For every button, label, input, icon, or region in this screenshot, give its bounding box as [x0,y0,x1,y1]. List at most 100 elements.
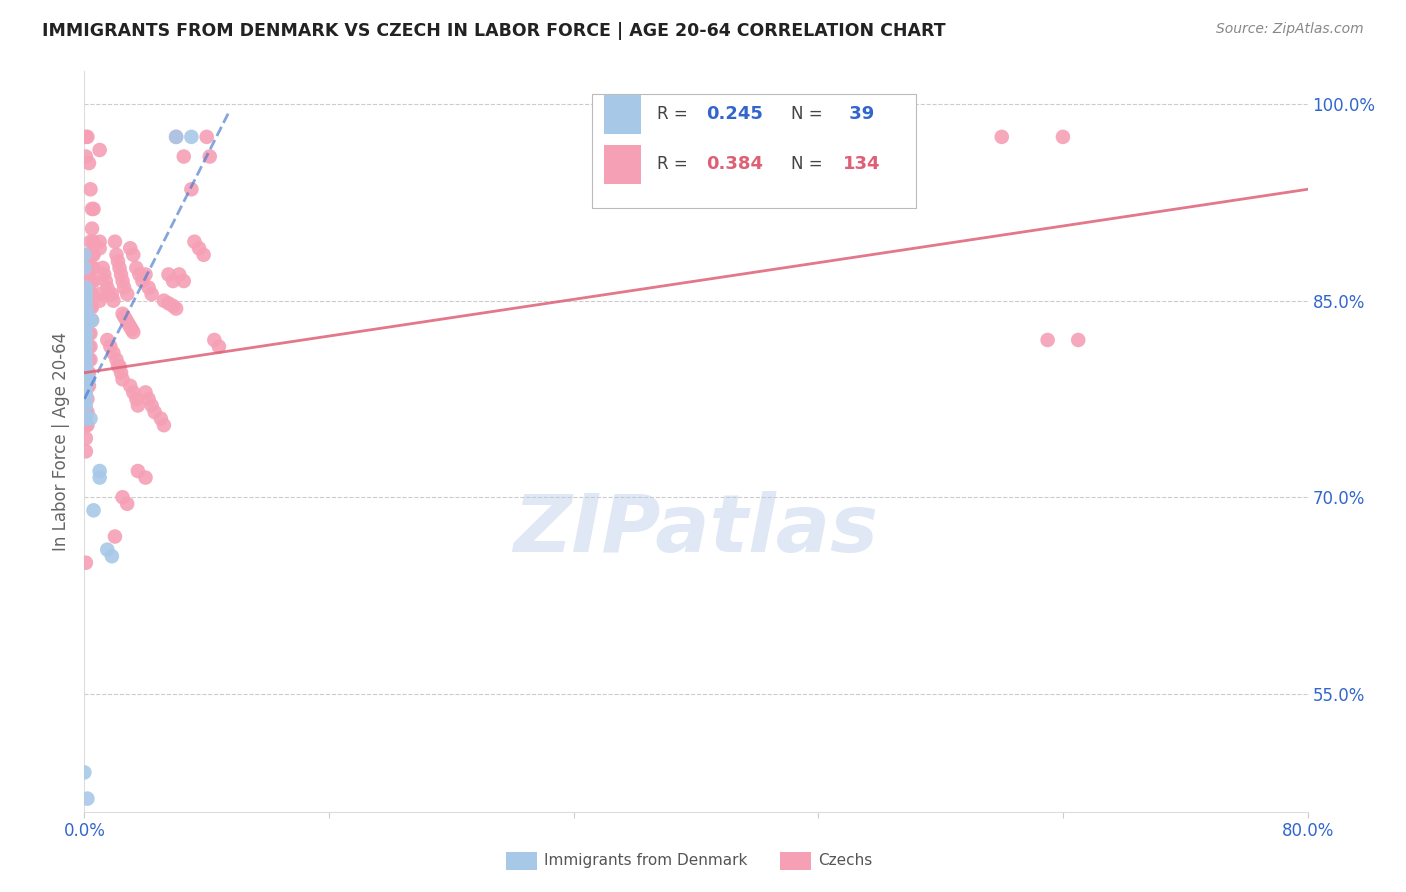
Point [153,293,176,308]
Point [75,287,97,301]
Point [183,235,205,249]
Point [80,274,103,288]
Point [75,339,97,353]
Point [75,411,97,425]
Point [103,346,125,360]
Point [79,313,101,327]
Point [93,268,115,282]
Text: 0.384: 0.384 [706,155,763,173]
Point [79,235,101,249]
Point [83,274,105,288]
Point [75,366,97,380]
Point [80,313,103,327]
Point [138,392,160,406]
Text: IMMIGRANTS FROM DENMARK VS CZECH IN LABOR FORCE | AGE 20-64 CORRELATION CHART: IMMIGRANTS FROM DENMARK VS CZECH IN LABO… [42,22,946,40]
Point [75,319,97,334]
Point [76,326,98,341]
Text: Source: ZipAtlas.com: Source: ZipAtlas.com [1216,22,1364,37]
Point [75,129,97,144]
Point [76,260,98,275]
Point [89,287,111,301]
Point [75,333,97,347]
Point [125,392,148,406]
Point [1067,333,1090,347]
Point [96,280,118,294]
Point [75,313,97,327]
Point [77,313,100,327]
Point [79,326,101,341]
Point [75,326,97,341]
Point [75,307,97,321]
Point [77,274,100,288]
Point [180,129,202,144]
Point [75,366,97,380]
Point [120,319,142,334]
Point [94,274,117,288]
Point [79,300,101,314]
Point [77,326,100,341]
Text: R =: R = [657,104,693,122]
Point [122,385,145,400]
Point [75,300,97,314]
Point [141,287,163,301]
Point [112,310,135,324]
Point [110,366,132,380]
Point [162,274,184,288]
Point [111,274,134,288]
Point [108,260,131,275]
Point [115,287,138,301]
Point [143,405,166,419]
Point [104,235,127,249]
Point [79,182,101,196]
Point [96,542,118,557]
Point [83,503,105,517]
Point [165,301,187,316]
Text: R =: R = [657,155,693,173]
Point [75,556,97,570]
Point [79,248,101,262]
Point [75,405,97,419]
Point [115,315,138,329]
Point [75,379,97,393]
FancyBboxPatch shape [605,95,641,134]
Point [162,299,184,313]
Point [83,235,105,249]
Text: 134: 134 [842,155,880,173]
Point [75,280,97,294]
Point [75,372,97,386]
Y-axis label: In Labor Force | Age 20-64: In Labor Force | Age 20-64 [52,332,70,551]
Point [118,318,141,332]
Point [107,359,129,374]
Point [131,274,153,288]
Point [75,339,97,353]
Point [76,379,98,393]
Point [76,313,98,327]
Point [76,287,98,301]
Point [77,366,100,380]
Point [77,339,100,353]
Point [80,300,103,314]
Point [98,339,121,353]
FancyBboxPatch shape [605,145,641,184]
Point [79,339,101,353]
Point [96,333,118,347]
Point [173,274,195,288]
Point [76,300,98,314]
Point [173,149,195,163]
Point [111,372,134,386]
Point [75,392,97,406]
Point [89,143,111,157]
Point [76,405,98,419]
Point [79,411,101,425]
Point [83,202,105,216]
Point [75,379,97,393]
Point [79,287,101,301]
Point [75,418,97,433]
Point [76,366,98,380]
Point [127,399,149,413]
Point [80,313,103,327]
Point [75,352,97,367]
Point [73,248,96,262]
Point [1036,333,1059,347]
Point [188,241,211,255]
